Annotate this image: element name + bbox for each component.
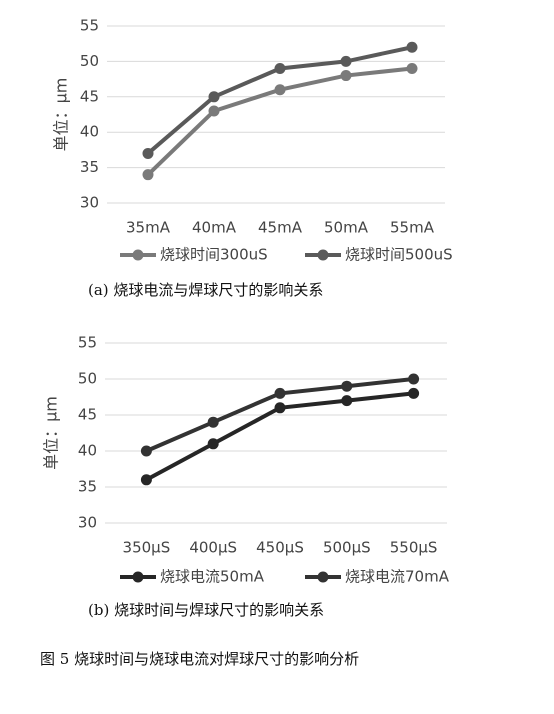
x-tick-label: 35mA <box>126 219 171 237</box>
legend-label: 烧球电流50mA <box>160 568 265 586</box>
point <box>140 445 152 457</box>
point <box>406 41 418 53</box>
point <box>340 55 352 67</box>
point <box>208 91 220 103</box>
point <box>140 474 152 486</box>
y-tick-label: 50 <box>78 370 97 388</box>
x-tick-label: 55mA <box>390 219 435 237</box>
legend-marker <box>132 249 144 261</box>
point <box>341 380 353 392</box>
point <box>142 169 154 181</box>
legend-label: 烧球时间300uS <box>160 246 268 264</box>
point <box>406 62 418 74</box>
y-tick-label: 40 <box>78 442 97 460</box>
point <box>274 62 286 74</box>
figure-caption: 图 5 烧球时间与烧球电流对焊球尺寸的影响分析 <box>40 650 359 668</box>
y-tick-label: 55 <box>78 334 97 352</box>
x-tick-label: 50mA <box>324 219 369 237</box>
point <box>207 416 219 428</box>
y-tick-label: 45 <box>78 406 97 424</box>
point <box>408 387 420 399</box>
chart-caption: (b) 烧球时间与焊球尺寸的影响关系 <box>88 601 324 619</box>
y-tick-label: 50 <box>80 52 99 70</box>
x-tick-label: 400μS <box>189 539 237 557</box>
point <box>274 84 286 96</box>
point <box>274 387 286 399</box>
legend-marker <box>317 249 329 261</box>
y-tick-label: 55 <box>80 17 99 35</box>
point <box>341 395 353 407</box>
legend-marker <box>132 571 144 583</box>
x-tick-label: 500μS <box>323 539 371 557</box>
legend-label: 烧球时间500uS <box>345 246 453 264</box>
y-tick-label: 30 <box>78 514 97 532</box>
y-tick-label: 40 <box>80 123 99 141</box>
x-tick-label: 350μS <box>123 539 171 557</box>
x-tick-label: 450μS <box>256 539 304 557</box>
y-tick-label: 35 <box>78 478 97 496</box>
point <box>408 373 420 385</box>
point <box>274 402 286 414</box>
y-tick-label: 35 <box>80 158 99 176</box>
x-tick-label: 550μS <box>390 539 438 557</box>
point <box>340 70 352 82</box>
y-axis-label: 单位：μm <box>52 78 71 152</box>
x-tick-label: 45mA <box>258 219 303 237</box>
point <box>208 105 220 117</box>
y-axis-label: 单位：μm <box>42 396 61 470</box>
legend-marker <box>317 571 329 583</box>
x-tick-label: 40mA <box>192 219 237 237</box>
point <box>207 438 219 450</box>
chart-caption: (a) 烧球电流与焊球尺寸的影响关系 <box>88 281 323 299</box>
point <box>142 147 154 159</box>
legend-label: 烧球电流70mA <box>345 568 450 586</box>
y-tick-label: 30 <box>80 194 99 212</box>
y-tick-label: 45 <box>80 87 99 105</box>
